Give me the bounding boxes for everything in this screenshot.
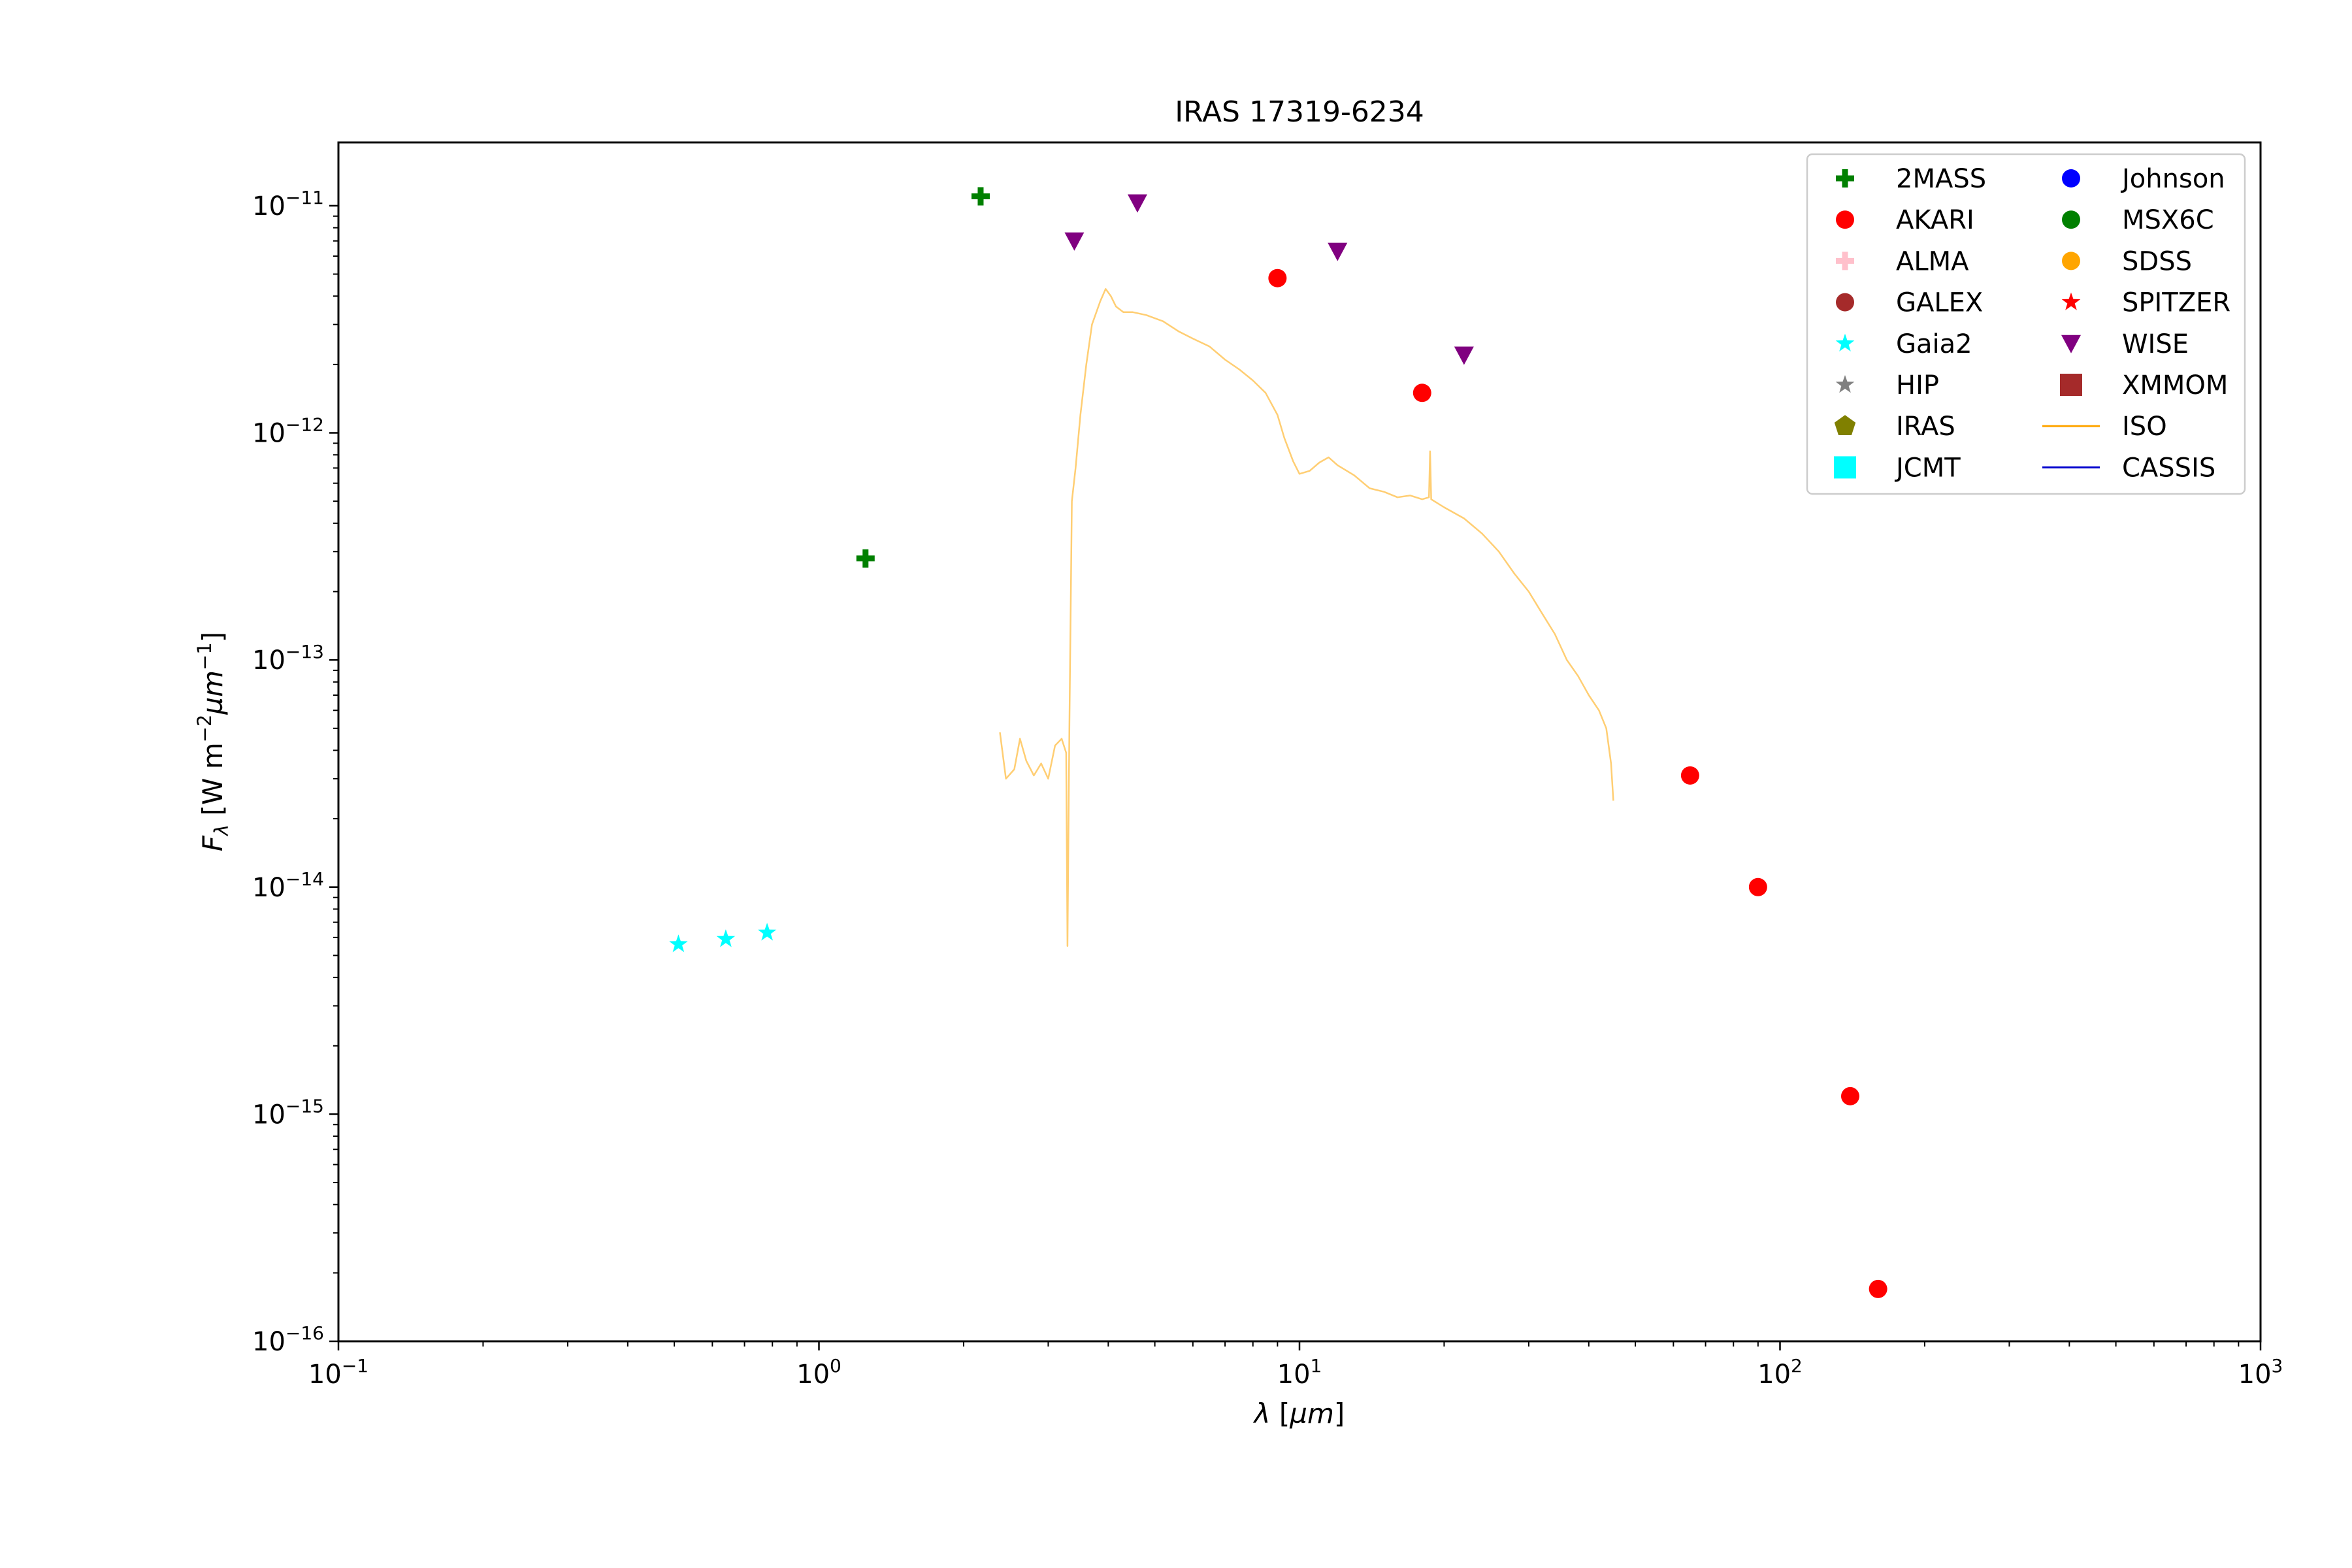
chart-title: IRAS 17319-6234 <box>1175 95 1424 129</box>
legend-item-sdss: SDSS <box>2062 246 2192 276</box>
series-wise <box>1064 194 1474 365</box>
legend-marker-sdss <box>2062 252 2080 270</box>
legend-marker-iras <box>1834 415 1856 435</box>
x-axis-label: λ [µm] <box>1253 1397 1345 1429</box>
legend-marker-gaia2 <box>1835 333 1855 351</box>
y-tick-label: 10−13 <box>252 641 324 676</box>
legend-label-iso: ISO <box>2122 412 2167 442</box>
legend-label-xmmom: XMMOM <box>2122 370 2228 400</box>
series-gaia2 <box>669 923 777 953</box>
legend-label-galex: GALEX <box>1896 288 1983 318</box>
legend-marker-2mass <box>1836 169 1854 188</box>
legend-marker-jcmt <box>1834 456 1856 479</box>
gaia2-point <box>669 934 688 953</box>
legend-item-akari: AKARI <box>1836 205 1974 235</box>
wise-point <box>1454 346 1474 365</box>
legend-item-2mass: 2MASS <box>1836 164 1986 194</box>
akari-point <box>1413 384 1431 402</box>
legend-marker-galex <box>1836 293 1854 312</box>
akari-point <box>1869 1279 1887 1298</box>
y-tick-label: 10−11 <box>252 187 324 221</box>
y-axis: 10−11 10−12 10−13 10−14 10−15 10−16 <box>252 187 338 1357</box>
2mass-point <box>856 549 875 568</box>
wise-point <box>1127 194 1147 213</box>
gaia2-point <box>757 923 777 941</box>
legend-item-alma: ALMA <box>1836 246 1969 276</box>
series-akari <box>1268 269 1887 1298</box>
legend-label-2mass: 2MASS <box>1896 164 1986 194</box>
legend-label-alma: ALMA <box>1896 246 1969 276</box>
legend-item-galex: GALEX <box>1836 288 1983 318</box>
legend-marker-akari <box>1836 210 1854 229</box>
x-tick-label: 102 <box>1757 1355 1803 1390</box>
chart-marks <box>669 187 1887 1298</box>
legend-label-hip: HIP <box>1896 370 1939 400</box>
series-2mass <box>856 187 990 568</box>
legend-label-cassis: CASSIS <box>2122 453 2215 483</box>
iso-spectrum-line <box>999 288 1614 947</box>
legend-item-johnson: Johnson <box>2062 164 2225 194</box>
x-tick-label: 101 <box>1277 1355 1322 1390</box>
akari-point <box>1840 1086 1859 1105</box>
legend-label-spitzer: SPITZER <box>2122 288 2230 318</box>
series-iso <box>999 288 1614 947</box>
legend-item-cassis: CASSIS <box>2042 453 2215 483</box>
legend-label-gaia2: Gaia2 <box>1896 329 1972 359</box>
x-tick-label: 103 <box>2238 1355 2283 1390</box>
legend-label-wise: WISE <box>2122 329 2189 359</box>
legend-item-xmmom: XMMOM <box>2060 370 2228 400</box>
legend-item-msx6c: MSX6C <box>2062 205 2214 235</box>
akari-point <box>1268 269 1287 287</box>
legend-item-iso: ISO <box>2042 412 2167 442</box>
legend-item-gaia2: Gaia2 <box>1835 329 1972 359</box>
legend-marker-johnson <box>2062 169 2080 188</box>
wise-point <box>1064 232 1085 251</box>
y-tick-label: 10−12 <box>252 414 324 449</box>
wise-point <box>1328 242 1348 261</box>
legend-item-spitzer: SPITZER <box>2061 288 2230 318</box>
x-axis: 10−1 100 101 102 103 <box>308 1341 2283 1390</box>
legend: 2MASS AKARI ALMA GALEX Gaia2 HIP IRAS JCMT Johns… <box>1806 153 2246 495</box>
legend-label-msx6c: MSX6C <box>2122 205 2214 235</box>
legend-label-johnson: Johnson <box>2120 164 2225 194</box>
legend-marker-wise <box>2061 335 2081 353</box>
legend-marker-msx6c <box>2062 210 2080 229</box>
y-tick-label: 10−15 <box>252 1095 324 1130</box>
legend-item-iras: IRAS <box>1834 412 1955 442</box>
legend-label-akari: AKARI <box>1896 205 1974 235</box>
legend-item-wise: WISE <box>2061 329 2189 359</box>
legend-marker-alma <box>1836 252 1854 270</box>
x-tick-label: 10−1 <box>308 1355 368 1390</box>
legend-label-sdss: SDSS <box>2122 246 2192 276</box>
legend-box <box>1806 153 2246 495</box>
legend-marker-hip <box>1835 375 1855 393</box>
y-tick-label: 10−14 <box>252 868 324 903</box>
legend-item-hip: HIP <box>1835 370 1939 400</box>
akari-point <box>1680 766 1699 785</box>
legend-label-iras: IRAS <box>1896 412 1955 442</box>
legend-label-jcmt: JCMT <box>1894 453 1961 483</box>
legend-marker-xmmom <box>2060 374 2082 396</box>
y-axis-label: Fλ [W m−2µm−1] <box>193 632 233 851</box>
legend-item-jcmt: JCMT <box>1834 453 1961 483</box>
gaia2-point <box>716 929 736 947</box>
2mass-point <box>971 187 990 206</box>
x-tick-label: 100 <box>796 1355 841 1390</box>
legend-marker-spitzer <box>2061 292 2081 310</box>
y-tick-label: 10−16 <box>252 1322 324 1357</box>
akari-point <box>1748 877 1767 896</box>
